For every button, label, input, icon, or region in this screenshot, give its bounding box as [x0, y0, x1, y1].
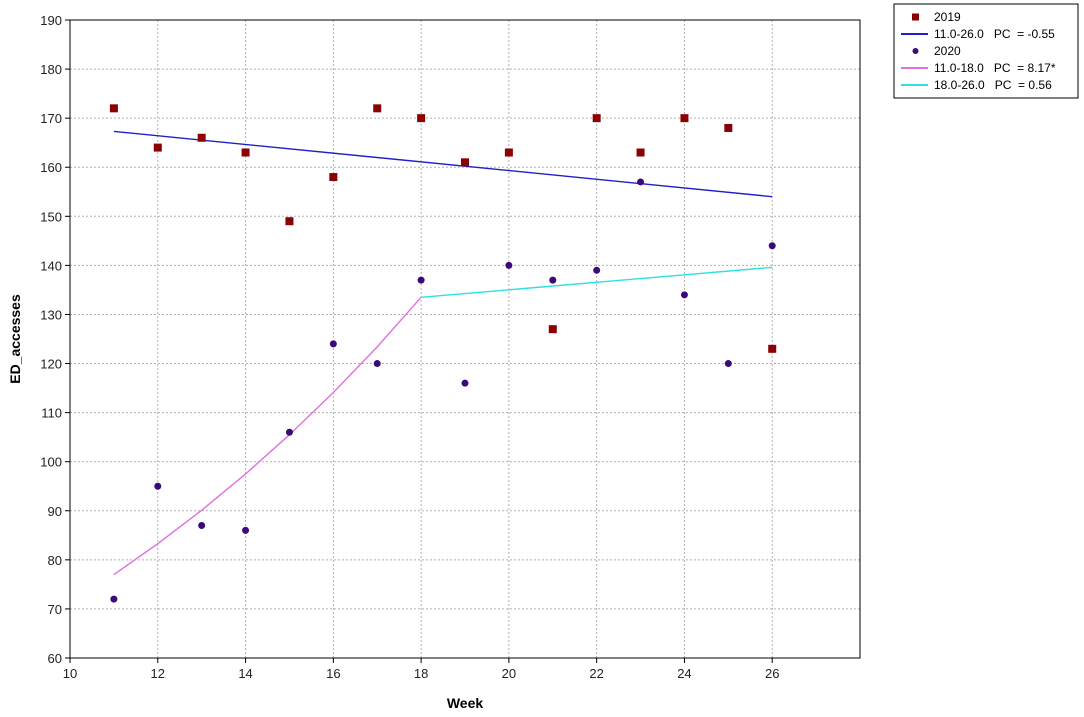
data-point-square [241, 148, 250, 157]
data-point-square [461, 158, 469, 167]
data-point-square [680, 114, 689, 123]
x-axis-ticks: 10 12 14 16 18 20 22 24 26 [63, 658, 779, 681]
plot-area [69, 19, 861, 659]
data-point-square [417, 114, 426, 123]
y-tick-label: 120 [40, 357, 62, 372]
data-point-circle [461, 379, 469, 387]
data-point-square [197, 133, 206, 142]
legend-circle-swatch [912, 48, 919, 54]
x-tick-label: 14 [238, 666, 252, 681]
y-tick-label: 170 [40, 111, 62, 126]
data-point-square [724, 123, 733, 132]
data-point-square [548, 325, 557, 334]
y-tick-label: 60 [48, 651, 62, 666]
trend-line [113, 296, 422, 576]
trend-line [113, 130, 773, 198]
y-tick-label: 80 [48, 553, 62, 568]
legend-items: 2019 11.0-26.0 PC = -0.55 2020 11.0-18.0 PC… [901, 10, 1056, 92]
y-tick-label: 140 [40, 258, 62, 273]
legend: 2019 11.0-26.0 PC = -0.55 2020 11.0-18.0 PC… [893, 3, 1079, 99]
data-point-square [153, 143, 162, 152]
data-point-circle [373, 360, 381, 368]
data-point-square [285, 217, 294, 226]
legend-label: 18.0-26.0 PC = 0.56 [934, 78, 1052, 92]
legend-label: 2020 [934, 44, 961, 58]
y-tick-label: 150 [40, 209, 62, 224]
data-point-circle [593, 266, 601, 274]
x-tick-label: 26 [765, 666, 779, 681]
data-point-circle [154, 482, 162, 490]
data-point-circle [198, 521, 206, 529]
series [109, 104, 777, 603]
data-point-circle [637, 178, 645, 186]
x-tick-label: 18 [414, 666, 428, 681]
data-point-circle [285, 428, 293, 436]
y-tick-label: 90 [48, 504, 62, 519]
series-4 [421, 266, 773, 298]
y-tick-label: 180 [40, 62, 62, 77]
x-tick-label: 16 [326, 666, 340, 681]
y-tick-label: 100 [40, 455, 62, 470]
data-point-circle [329, 340, 337, 348]
data-point-square [636, 148, 645, 157]
series-0 [109, 104, 777, 353]
data-point-square [504, 148, 513, 157]
x-tick-label: 12 [151, 666, 165, 681]
x-tick-label: 20 [502, 666, 516, 681]
legend-label: 11.0-18.0 PC = 8.17* [934, 61, 1056, 75]
series-2 [110, 178, 776, 603]
data-point-circle [549, 276, 557, 284]
data-point-circle [110, 595, 118, 603]
data-point-square [768, 344, 777, 353]
y-tick-label: 110 [41, 406, 62, 421]
y-axis-ticks: 60 70 80 90 100 110 120 130 140 150 160 170 180 190 [40, 13, 70, 666]
legend-square-swatch [912, 13, 919, 21]
data-point-circle [680, 291, 688, 299]
grid [70, 20, 860, 658]
legend-box [893, 3, 1079, 99]
data-point-circle [505, 261, 513, 269]
data-point-square [373, 104, 382, 113]
trend-line [421, 266, 773, 298]
series-3 [113, 296, 422, 576]
y-tick-label: 70 [48, 602, 62, 617]
data-point-square [329, 173, 338, 182]
data-point-circle [768, 242, 776, 250]
x-axis-label: Week [447, 695, 484, 711]
data-point-circle [724, 360, 732, 368]
y-tick-label: 190 [40, 13, 62, 28]
legend-label: 11.0-26.0 PC = -0.55 [934, 27, 1055, 41]
x-tick-label: 22 [589, 666, 603, 681]
x-tick-label: 10 [63, 666, 77, 681]
y-axis-label: ED_accesses [7, 294, 23, 384]
y-tick-label: 130 [40, 307, 62, 322]
data-point-square [592, 114, 601, 123]
series-1 [113, 130, 773, 198]
legend-label: 2019 [934, 10, 961, 24]
y-tick-label: 160 [40, 160, 62, 175]
x-tick-label: 24 [677, 666, 691, 681]
data-point-circle [417, 276, 425, 284]
data-point-square [109, 104, 118, 113]
data-point-circle [242, 526, 250, 534]
